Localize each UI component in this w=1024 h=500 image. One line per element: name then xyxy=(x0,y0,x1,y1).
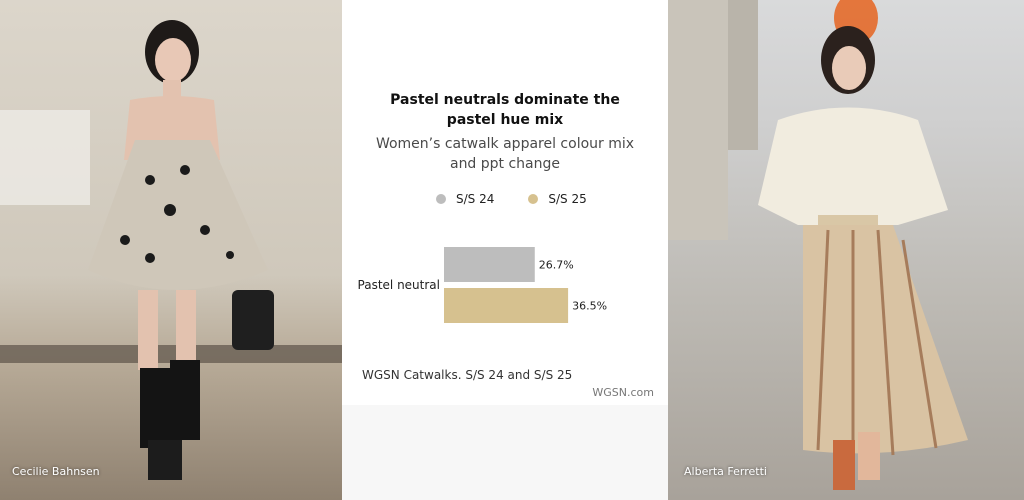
left-photo-illustration xyxy=(0,20,342,480)
bar-ss25 xyxy=(444,288,569,323)
right-photo-caption: Alberta Ferretti xyxy=(684,465,767,478)
legend-label-ss25: S/S 25 xyxy=(548,192,587,206)
source-note: WGSN Catwalks. S/S 24 and S/S 25 xyxy=(362,368,573,382)
chart-panel: Pastel neutrals dominate the pastel hue … xyxy=(342,0,668,500)
legend-swatch-ss25 xyxy=(528,194,539,204)
brand-credit: WGSN.com xyxy=(592,386,654,399)
chart-card: Pastel neutrals dominate the pastel hue … xyxy=(342,0,668,405)
right-runway-photo: Alberta Ferretti xyxy=(668,0,1024,500)
bar-chart: Pastel neutral 26.7% 36.5% xyxy=(358,247,607,323)
legend-item-ss24: S/S 24 xyxy=(436,192,494,206)
data-label-ss25: 36.5% xyxy=(572,300,607,313)
left-runway-photo: Cecilie Bahnsen xyxy=(0,0,342,500)
right-photo-illustration xyxy=(668,0,968,490)
left-photo-caption: Cecilie Bahnsen xyxy=(12,465,100,478)
legend-swatch-ss24 xyxy=(436,194,446,204)
legend-label-ss24: S/S 24 xyxy=(456,192,495,206)
data-label-ss24: 26.7% xyxy=(539,259,574,272)
chart-legend: S/S 24 S/S 25 xyxy=(436,191,621,207)
category-label: Pastel neutral xyxy=(358,278,440,292)
legend-item-ss25: S/S 25 xyxy=(528,192,587,206)
chart-title: Pastel neutrals dominate the pastel hue … xyxy=(390,92,620,128)
bar-ss24 xyxy=(444,247,535,282)
chart-subtitle: Women’s catwalk apparel colour mix and p… xyxy=(375,136,635,172)
